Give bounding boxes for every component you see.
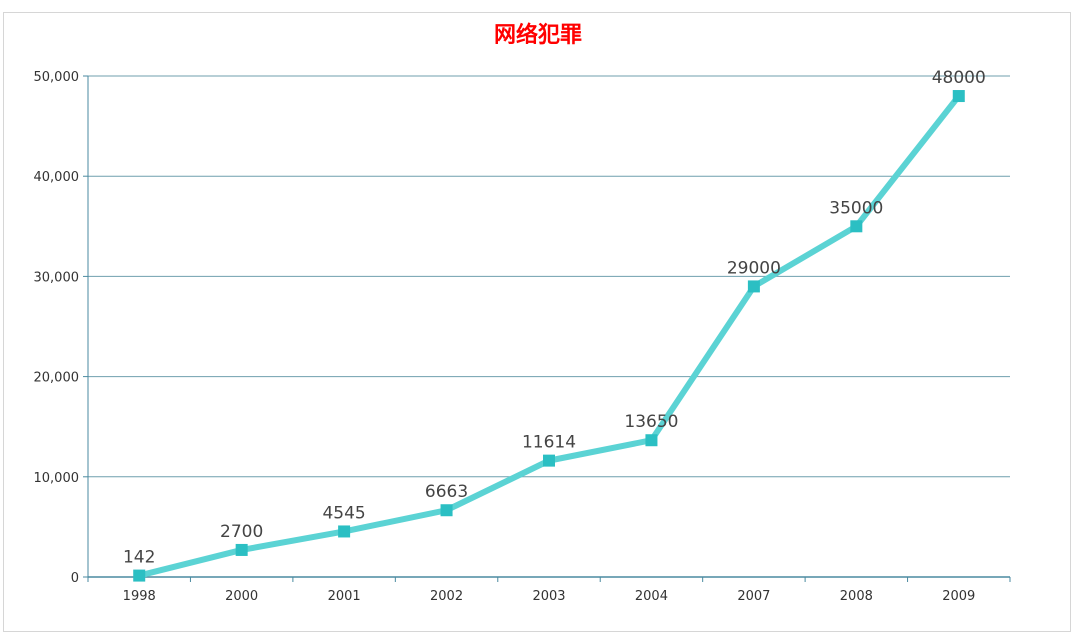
x-tick-label: 2001 <box>328 589 361 604</box>
y-tick-label: 10,000 <box>34 471 80 486</box>
grid-lines <box>88 75 1010 478</box>
data-label: 13650 <box>624 412 678 432</box>
data-point-marker[interactable] <box>952 90 965 103</box>
data-point-marker[interactable] <box>747 280 760 293</box>
y-tick-label: 0 <box>71 571 79 586</box>
data-labels: 142 2700 4545 6663 11614 13650 29000 35000 48000 <box>123 68 986 568</box>
data-point-marker[interactable] <box>133 569 146 582</box>
data-label: 29000 <box>727 258 781 278</box>
series-line <box>136 93 962 579</box>
data-label: 4545 <box>322 503 365 523</box>
x-tick-label: 2002 <box>430 589 463 604</box>
x-tick-label: 2009 <box>942 589 975 604</box>
y-tick-label: 20,000 <box>34 371 80 386</box>
y-tick-label: 40,000 <box>34 170 80 185</box>
x-tick-label: 1998 <box>123 589 156 604</box>
x-tick-label: 2003 <box>532 589 565 604</box>
data-label: 142 <box>123 548 155 568</box>
y-tick-label: 50,000 <box>34 70 80 85</box>
series-layer <box>133 90 965 582</box>
data-label: 35000 <box>829 198 883 218</box>
data-point-marker[interactable] <box>338 525 351 538</box>
data-label: 6663 <box>425 482 468 502</box>
x-tick-label: 2004 <box>635 589 668 604</box>
data-point-marker[interactable] <box>235 543 248 556</box>
data-point-marker[interactable] <box>850 220 863 233</box>
chart-frame <box>3 12 1071 632</box>
data-label: 48000 <box>932 68 986 88</box>
data-point-marker[interactable] <box>440 504 453 517</box>
data-point-marker[interactable] <box>543 454 555 467</box>
data-point-marker[interactable] <box>645 434 658 447</box>
y-tick-label: 30,000 <box>34 270 80 285</box>
x-tick-label: 2008 <box>840 589 873 604</box>
data-label: 2700 <box>220 522 263 542</box>
chart-title: 网络犯罪 <box>494 22 582 48</box>
x-tick-label: 2007 <box>737 589 770 604</box>
data-label: 11614 <box>522 433 576 453</box>
x-tick-label: 2000 <box>225 589 258 604</box>
axes: 0 10,000 20,000 30,000 40,000 50,000 1998 2000 2… <box>34 70 1011 604</box>
